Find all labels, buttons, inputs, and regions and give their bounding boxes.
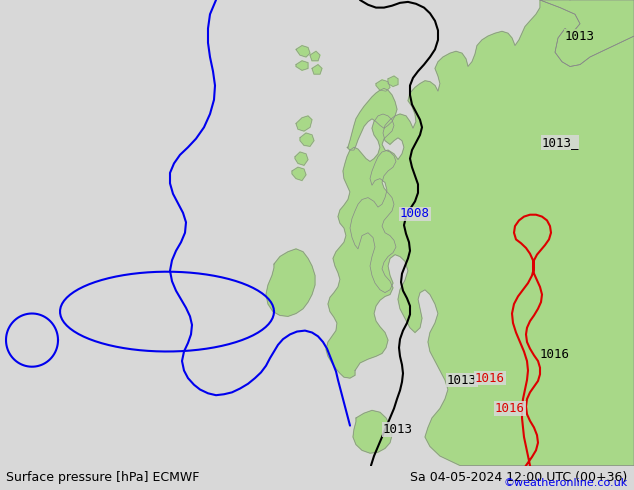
Polygon shape: [295, 152, 308, 165]
Polygon shape: [292, 167, 306, 180]
Text: Sa 04-05-2024 12:00 UTC (00+36): Sa 04-05-2024 12:00 UTC (00+36): [410, 471, 628, 484]
Polygon shape: [353, 411, 392, 453]
Polygon shape: [350, 0, 634, 466]
Text: ©weatheronline.co.uk: ©weatheronline.co.uk: [503, 478, 628, 488]
Text: 1013: 1013: [383, 423, 413, 436]
Text: 1013: 1013: [565, 29, 595, 43]
Text: 1016: 1016: [495, 402, 525, 415]
Text: 1013: 1013: [447, 373, 477, 387]
Text: 1008: 1008: [400, 207, 430, 220]
Polygon shape: [376, 80, 390, 91]
Polygon shape: [296, 116, 312, 131]
Polygon shape: [388, 76, 398, 86]
Polygon shape: [347, 88, 397, 150]
Polygon shape: [266, 249, 315, 317]
Polygon shape: [300, 133, 314, 147]
Polygon shape: [296, 61, 308, 70]
Text: 1016: 1016: [540, 348, 570, 361]
Polygon shape: [310, 51, 320, 61]
Text: 1013̲: 1013̲: [541, 136, 579, 149]
Polygon shape: [540, 0, 634, 67]
Polygon shape: [326, 114, 396, 378]
Polygon shape: [312, 65, 322, 74]
Polygon shape: [296, 46, 310, 57]
Text: 1016: 1016: [475, 371, 505, 385]
Text: Surface pressure [hPa] ECMWF: Surface pressure [hPa] ECMWF: [6, 471, 200, 484]
